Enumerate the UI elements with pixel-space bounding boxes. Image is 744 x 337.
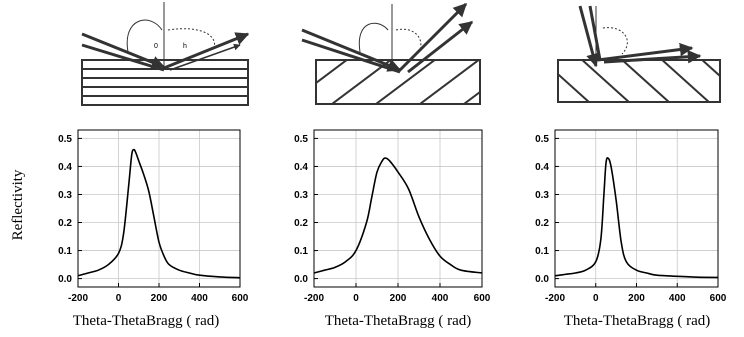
x-axis-title: Theta-ThetaBragg ( rad) xyxy=(73,313,220,329)
x-tick-label: 0 xyxy=(116,293,122,304)
y-tick-label: 0.2 xyxy=(535,218,549,229)
crystal-planes xyxy=(558,60,720,102)
series-line-reflectivity xyxy=(554,157,719,279)
y-tick-label: 0.4 xyxy=(294,162,308,173)
schematic-asymmetric-crystal-1 xyxy=(301,2,481,105)
chart-panel-2: 0.0 0.1 0.2 0.3 0.4 0.5 -200 0 200 400 600 Theta-T… xyxy=(294,129,491,329)
y-tick-label: 0.5 xyxy=(535,134,549,145)
schematic-layered-crystal: 0 h xyxy=(81,2,250,106)
crystal-planes xyxy=(316,60,480,104)
x-tick-label: 0 xyxy=(593,293,599,304)
y-tick-label: 0.0 xyxy=(294,274,308,285)
x-axis-title: Theta-ThetaBragg ( rad) xyxy=(325,313,472,329)
series-line-reflectivity xyxy=(77,148,241,279)
x-axis-title: Theta-ThetaBragg ( rad) xyxy=(564,313,711,329)
y-tick-label: 0.3 xyxy=(535,190,549,201)
x-tick-label: 400 xyxy=(669,293,686,304)
ray-arrows xyxy=(81,2,250,72)
y-tick-label: 0.0 xyxy=(58,274,72,285)
x-tick-label: 400 xyxy=(191,293,208,304)
x-tick-label: 200 xyxy=(151,293,168,304)
y-tick-label: 0.3 xyxy=(294,190,308,201)
y-tick-label: 0.0 xyxy=(535,274,549,285)
series-line-reflectivity xyxy=(313,157,483,274)
x-tick-label: -200 xyxy=(68,293,88,304)
x-tick-label: 200 xyxy=(628,293,645,304)
x-tick-label: 0 xyxy=(353,293,359,304)
y-tick-label: 0.3 xyxy=(58,190,72,201)
y-tick-label: 0.5 xyxy=(58,134,72,145)
chart-panel-3: 0.0 0.1 0.2 0.3 0.4 0.5 -200 0 200 400 600 Theta-T… xyxy=(535,129,727,329)
y-tick-label: 0.1 xyxy=(535,246,549,257)
y-tick-label: 0.4 xyxy=(58,162,72,173)
ray-arrows xyxy=(578,5,702,68)
x-tick-label: 200 xyxy=(390,293,407,304)
y-tick-label: 0.2 xyxy=(294,218,308,229)
y-tick-label: 0.1 xyxy=(58,246,72,257)
x-tick-label: 600 xyxy=(474,293,491,304)
y-tick-label: 0.1 xyxy=(294,246,308,257)
y-tick-label: 0.2 xyxy=(58,218,72,229)
y-tick-label: 0.5 xyxy=(294,134,308,145)
x-tick-label: -200 xyxy=(545,293,565,304)
schematic-asymmetric-crystal-2 xyxy=(557,5,721,103)
x-tick-label: 400 xyxy=(432,293,449,304)
y-tick-label: 0.4 xyxy=(535,162,549,173)
chart-panel-1: 0.0 0.1 0.2 0.3 0.4 0.5 -200 0 200 400 600 Theta-T… xyxy=(58,129,249,329)
x-tick-label: -200 xyxy=(304,293,324,304)
x-tick-label: 600 xyxy=(710,293,727,304)
y-axis-title: Reflectivity xyxy=(10,169,26,240)
angle-label-thetah: h xyxy=(183,43,187,50)
angle-label-theta0: 0 xyxy=(154,43,158,50)
x-tick-label: 600 xyxy=(232,293,249,304)
ray-arrows xyxy=(301,2,474,74)
